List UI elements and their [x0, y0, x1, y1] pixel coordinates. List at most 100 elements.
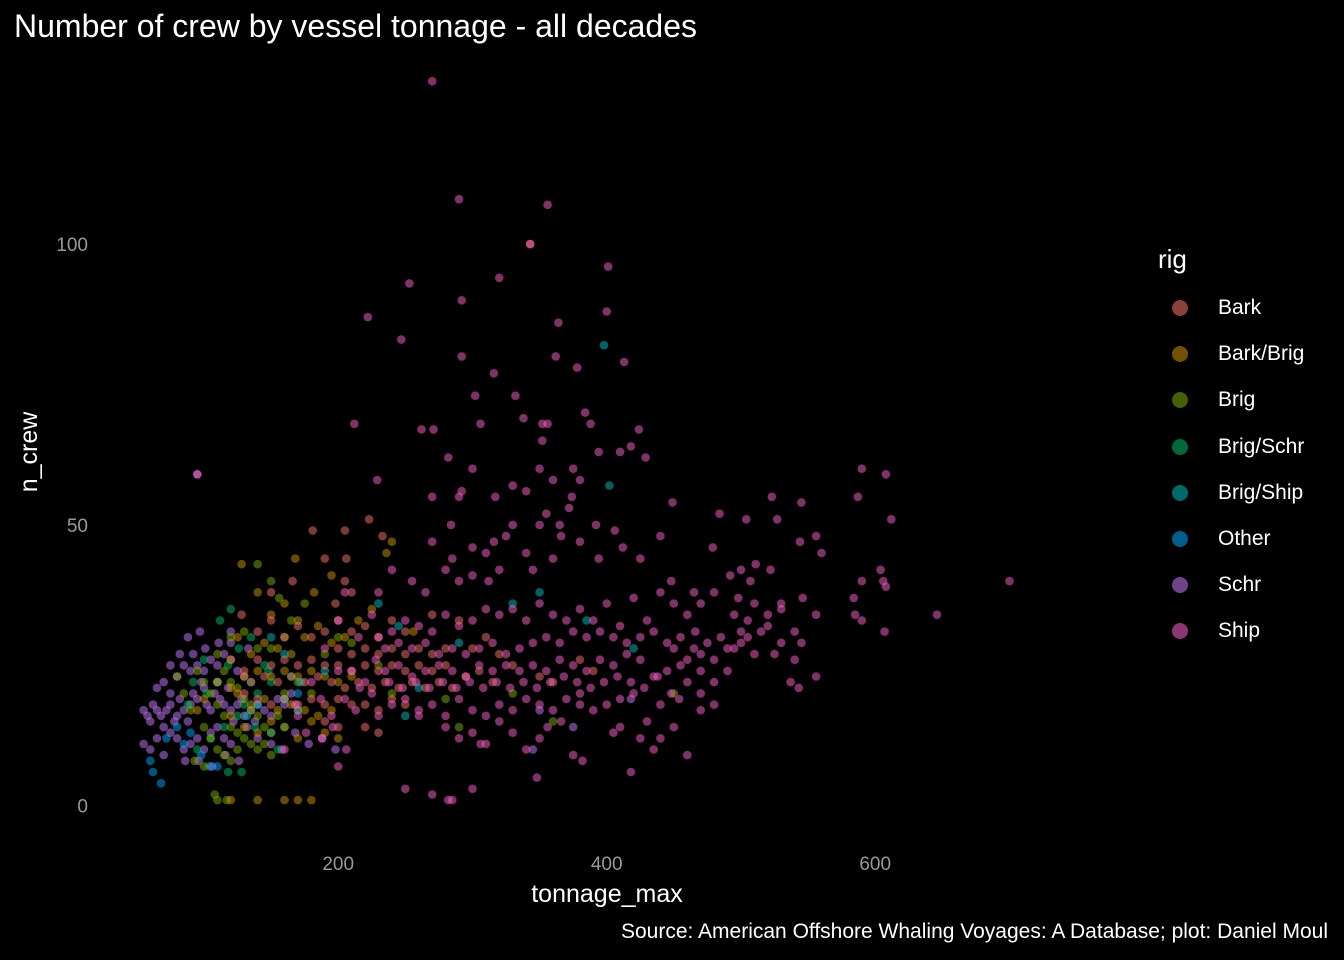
data-point-ship [427, 700, 437, 709]
data-point-bark [427, 610, 437, 619]
data-point-schr [139, 739, 148, 749]
data-point-other [186, 728, 195, 737]
data-point-ship [575, 604, 585, 614]
data-point-ship [532, 683, 542, 693]
data-point-ship [448, 554, 457, 563]
data-point-ship [511, 391, 520, 401]
data-point-bark [253, 694, 262, 704]
data-point-ship [599, 677, 609, 687]
data-point-ship [683, 677, 692, 687]
data-point-ship [589, 616, 598, 625]
data-point-schr [213, 722, 222, 732]
data-point-bark [427, 666, 437, 676]
data-point-bark-brig [327, 638, 336, 648]
data-point-ship [595, 655, 605, 664]
data-point-other [213, 762, 222, 771]
data-point-brig-schr [246, 632, 256, 642]
data-point-ship [434, 649, 444, 659]
data-point-brig-schr [237, 767, 246, 777]
data-point-ship [790, 627, 799, 636]
data-point-ship [548, 705, 558, 715]
data-point-ship [676, 661, 685, 670]
data-point-ship [750, 599, 759, 608]
data-point-ship [715, 509, 724, 518]
data-point-bark [360, 644, 370, 653]
data-point-bark [307, 655, 316, 664]
data-point-bark [266, 616, 276, 625]
data-point-bark-brig [266, 717, 276, 726]
data-point-brig-ship [599, 340, 609, 350]
data-point-ship [609, 661, 618, 670]
data-point-schr [159, 722, 168, 732]
data-point-ship [811, 610, 821, 619]
data-point-bark-brig [253, 666, 262, 676]
data-point-bark [347, 649, 356, 659]
data-point-ship [696, 705, 705, 715]
legend-swatch [1172, 577, 1188, 594]
data-point-ship [407, 644, 417, 653]
x-tick-label: 400 [591, 854, 623, 875]
legend-title: rig [1158, 244, 1187, 274]
data-point-ship [488, 638, 497, 648]
data-point-ship [696, 689, 705, 698]
data-point-brig-ship [374, 599, 383, 608]
data-point-bark [260, 672, 269, 681]
data-point-ship [653, 672, 662, 681]
chart-title: Number of crew by vessel tonnage - all d… [14, 8, 698, 44]
data-point-brig [199, 722, 209, 732]
data-point-ship [602, 700, 611, 709]
data-point-brig [213, 745, 222, 754]
data-point-bark-brig [239, 722, 249, 732]
data-point-brig [226, 722, 236, 732]
data-point-ship [626, 677, 636, 687]
data-point-ship [394, 661, 403, 670]
data-point-ship [387, 565, 397, 575]
data-point-ship [425, 683, 434, 693]
data-point-bark [333, 694, 343, 704]
legend-swatch [1172, 392, 1188, 409]
legend-item-bark: Bark [1158, 285, 1304, 331]
data-points [139, 76, 1014, 805]
data-point-schr [304, 739, 314, 749]
data-point-ship [484, 576, 493, 586]
data-point-ship [674, 694, 684, 704]
data-point-brig [253, 745, 262, 754]
data-point-ship [476, 739, 485, 749]
y-tick-label: 100 [56, 235, 88, 256]
data-point-ship [535, 734, 544, 743]
data-point-ship [535, 599, 544, 608]
data-point-bark [360, 661, 370, 670]
data-point-ship [609, 632, 618, 642]
legend-item-bark-brig: Bark/Brig [1158, 331, 1304, 377]
data-point-ship [301, 728, 311, 737]
data-point-ship [468, 784, 477, 794]
data-point-ship [535, 464, 544, 474]
data-point-ship [508, 481, 517, 490]
data-point-ship [363, 312, 373, 322]
legend-label: Other [1218, 527, 1271, 551]
data-point-ship [293, 711, 303, 721]
data-point-bark-brig [291, 554, 300, 563]
data-point-bark [575, 655, 585, 664]
data-point-bark [342, 554, 351, 563]
data-point-brig [266, 576, 276, 586]
data-point-ship [427, 492, 437, 502]
data-point-brig [239, 734, 249, 743]
data-point-brig [441, 694, 450, 704]
data-point-ship [495, 717, 504, 726]
data-point-brig [210, 790, 219, 799]
data-point-ship [603, 262, 613, 271]
data-point-ship [468, 571, 477, 580]
data-point-ship [495, 273, 504, 283]
data-point-ship [411, 677, 421, 687]
data-point-bark [374, 728, 383, 737]
data-point-ship [696, 599, 705, 608]
data-point-bark [374, 666, 383, 676]
data-point-brig [454, 722, 464, 732]
data-point-ship [582, 632, 591, 642]
data-point-ship [795, 537, 805, 546]
legend-swatch [1172, 623, 1188, 640]
data-point-ship [887, 515, 896, 524]
x-axis-ticks: 200 400 600 [322, 854, 891, 875]
data-point-bark-brig [260, 694, 269, 704]
